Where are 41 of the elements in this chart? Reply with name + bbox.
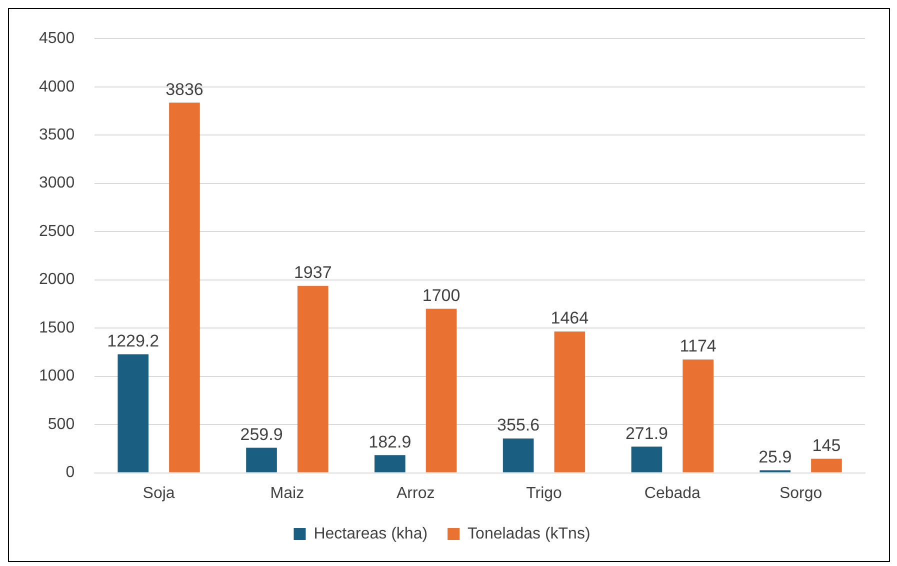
y-tick-label: 1000 [39, 368, 75, 385]
data-label: 259.9 [240, 424, 283, 444]
data-label: 1464 [550, 308, 589, 328]
bar [811, 458, 842, 472]
data-label: 1937 [294, 263, 332, 282]
bar [502, 438, 534, 472]
x-tick-label: Cebada [644, 484, 701, 502]
bar [374, 455, 406, 472]
x-tick-label: Maiz [270, 484, 304, 502]
x-tick-label: Arroz [396, 484, 435, 502]
data-label: 1229.2 [107, 331, 160, 350]
data-label: 1700 [422, 286, 460, 305]
data-label: 271.9 [625, 424, 668, 443]
data-label: 25.9 [758, 447, 792, 466]
x-tick-label: Sorgo [779, 484, 822, 502]
y-tick-label: 2000 [39, 271, 75, 288]
y-tick-label: 2500 [39, 222, 75, 240]
bar [682, 360, 714, 472]
x-tick-label: Soja [142, 484, 175, 502]
data-label: 145 [812, 436, 841, 455]
bar [169, 102, 200, 472]
bar [631, 446, 662, 472]
bar [118, 354, 149, 472]
bar [554, 332, 586, 472]
data-label: 1174 [680, 336, 716, 356]
y-tick-label: 1500 [39, 319, 75, 336]
legend-label: Hectareas (kha) [314, 525, 428, 542]
y-tick-label: 500 [48, 416, 75, 433]
legend-label: Toneladas (kTns) [468, 525, 590, 542]
y-tick-label: 3000 [39, 174, 75, 192]
data-label: 182.9 [368, 432, 412, 452]
y-tick-label: 0 [66, 464, 75, 482]
bar [297, 286, 328, 472]
y-tick-label: 3500 [39, 126, 75, 144]
data-label: 355.6 [497, 416, 540, 435]
y-tick-label: 4500 [39, 30, 75, 48]
y-tick-label: 4000 [39, 78, 75, 96]
data-label: 3836 [166, 80, 204, 99]
bar [246, 448, 277, 472]
x-tick-label: Trigo [526, 484, 562, 502]
bar [426, 308, 457, 472]
